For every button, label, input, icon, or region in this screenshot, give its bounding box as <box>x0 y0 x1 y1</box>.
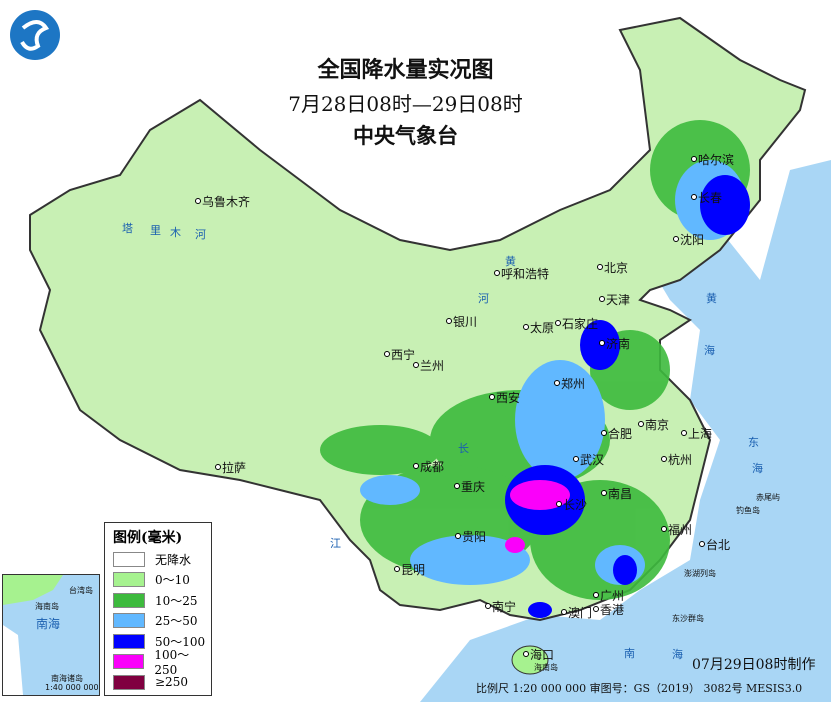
city-label: 武汉 <box>572 453 605 467</box>
legend-item: 25～50 <box>113 611 211 632</box>
city-label: 呼和浩特 <box>493 267 550 281</box>
map-title: 全国降水量实况图 <box>317 57 494 83</box>
city-label: 天津 <box>598 293 631 307</box>
city-label: 上海 <box>680 427 713 441</box>
inset-islands-label: 南海诸岛 <box>51 674 83 683</box>
sea-label: 海 <box>672 648 683 661</box>
city-label: 贵阳 <box>454 530 487 544</box>
city-label: 南昌 <box>600 487 633 501</box>
river-label: 塔 <box>122 222 133 235</box>
legend-item: ≥250 <box>113 672 211 693</box>
river-label: 长 <box>458 442 469 455</box>
legend-swatch <box>113 633 145 649</box>
legend-item: 10～25 <box>113 590 211 611</box>
inset-sea-label: 南海 <box>36 617 61 631</box>
legend-item: 无降水 <box>113 549 211 570</box>
legend-label: 50～100 <box>155 634 206 649</box>
legend-label: 0～10 <box>155 573 190 588</box>
city-label: 长沙 <box>555 498 588 512</box>
sea-label: 黄 <box>706 292 717 305</box>
cma-logo-icon <box>10 10 60 60</box>
city-label: 兰州 <box>412 359 445 373</box>
legend-swatch <box>113 674 145 690</box>
river-label: 江 <box>330 537 341 550</box>
city-label: 杭州 <box>660 453 693 467</box>
city-label: 台北 <box>698 538 731 552</box>
river-label: 黄 <box>505 255 516 268</box>
river-label: 木 <box>170 226 181 239</box>
city-label: 沈阳 <box>672 233 705 247</box>
legend-swatch <box>113 654 145 670</box>
island-label: 海南岛 <box>534 663 558 672</box>
river-label: 河 <box>195 228 206 241</box>
city-label: 乌鲁木齐 <box>194 195 251 209</box>
city-label: 澳门 <box>560 606 593 620</box>
legend-label: 无降水 <box>155 552 192 567</box>
inset-taiwan-label: 台湾岛 <box>69 586 93 595</box>
legend-swatch <box>113 592 145 608</box>
city-label: 拉萨 <box>214 461 247 475</box>
sea-label: 东 <box>748 436 759 449</box>
city-label: 西安 <box>488 391 521 405</box>
city-label: 南宁 <box>484 600 517 614</box>
city-label: 广州 <box>592 589 625 603</box>
inset-hainan-label: 海南岛 <box>35 602 59 611</box>
map-issuer: 中央气象台 <box>353 123 458 148</box>
hainan-island <box>511 645 549 675</box>
island-label: 澎湖列岛 <box>684 569 716 578</box>
legend-label: ≥250 <box>155 675 188 690</box>
city-label: 长春 <box>690 191 723 205</box>
legend-label: 100～250 <box>154 648 190 678</box>
city-label: 西宁 <box>383 348 416 362</box>
legend-item: 0～10 <box>113 570 211 591</box>
legend-item: 50～100 <box>113 631 211 652</box>
inset-scale: 1:40 000 000 <box>45 683 99 692</box>
city-label: 济南 <box>598 337 631 351</box>
sea-area <box>420 160 831 702</box>
legend-swatch <box>113 551 145 567</box>
footer-scale-info: 比例尺 1:20 000 000 审图号：GS（2019） 3082号 MESI… <box>476 682 803 695</box>
city-label: 香港 <box>592 603 625 617</box>
city-label: 重庆 <box>453 480 486 494</box>
legend-swatch <box>113 572 145 588</box>
city-label: 合肥 <box>600 427 633 441</box>
island-label: 钓鱼岛 <box>736 506 760 515</box>
river-label: 河 <box>478 292 489 305</box>
island-label: 赤尾屿 <box>756 493 780 502</box>
legend-label: 25～50 <box>155 614 198 629</box>
city-label: 太原 <box>522 321 555 335</box>
map-period: 7月28日08时—29日08时 <box>288 92 523 116</box>
city-label: 南京 <box>637 418 670 432</box>
city-label: 北京 <box>596 261 629 275</box>
sea-label: 海 <box>752 462 763 475</box>
city-label: 哈尔滨 <box>690 153 735 167</box>
city-label: 郑州 <box>553 377 586 391</box>
sea-label: 南 <box>624 647 635 660</box>
china-outline <box>29 16 807 622</box>
inset-map <box>3 575 63 695</box>
river-label: 里 <box>150 224 161 237</box>
legend: 图例(毫米) 无降水 0～10 10～25 25～50 50～100 100～250 ≥25… <box>104 522 212 696</box>
rain-100-250 <box>505 480 570 553</box>
city-label: 成都 <box>412 460 445 474</box>
city-label: 银川 <box>445 315 478 329</box>
legend-swatch <box>113 613 145 629</box>
sea-label: 海 <box>704 344 715 357</box>
south-china-sea-inset: 南海 海南岛 台湾岛 南海诸岛 1:40 000 000 <box>2 574 100 696</box>
legend-label: 10～25 <box>155 593 198 608</box>
city-label: 福州 <box>660 523 693 537</box>
legend-item: 100～250 <box>113 648 211 677</box>
legend-title: 图例(毫米) <box>113 530 183 546</box>
city-label: 昆明 <box>393 563 426 577</box>
made-time: 07月29日08时制作 <box>692 657 816 673</box>
city-label: 石家庄 <box>554 317 599 331</box>
city-label: 海口 <box>522 648 555 662</box>
island-label: 东沙群岛 <box>672 614 704 623</box>
